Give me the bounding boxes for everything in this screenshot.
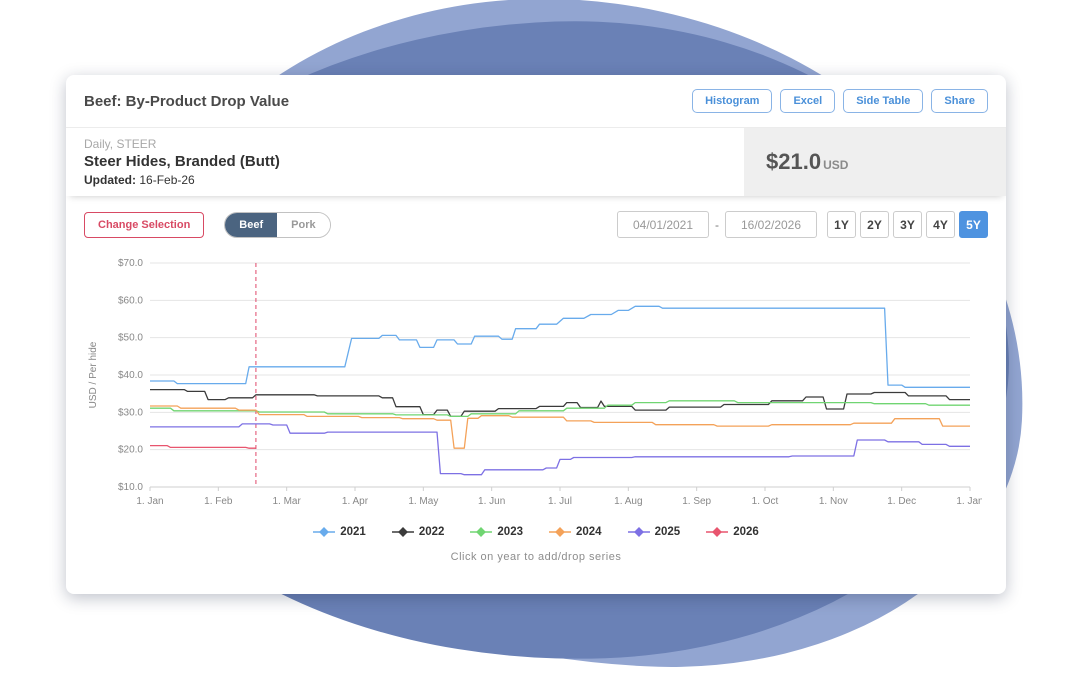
svg-text:$70.0: $70.0	[118, 258, 143, 269]
svg-text:1. Jun: 1. Jun	[478, 496, 505, 507]
svg-text:1. Mar: 1. Mar	[272, 496, 301, 507]
legend-item-2025[interactable]: 2025	[627, 526, 680, 538]
svg-text:$40.0: $40.0	[118, 370, 143, 381]
range-button-4y[interactable]: 4Y	[926, 211, 955, 238]
svg-text:1. Feb: 1. Feb	[204, 496, 233, 507]
svg-text:1. Oct: 1. Oct	[752, 496, 779, 507]
svg-text:1. Nov: 1. Nov	[819, 496, 848, 507]
card-header: Beef: By-Product Drop Value Histogram Ex…	[66, 75, 1006, 128]
page-title: Beef: By-Product Drop Value	[84, 92, 290, 110]
legend-item-2024[interactable]: 2024	[549, 526, 602, 538]
legend-marker-icon	[391, 527, 414, 537]
svg-text:1. Jan: 1. Jan	[956, 496, 982, 507]
svg-text:$60.0: $60.0	[118, 295, 143, 306]
chart-card: Beef: By-Product Drop Value Histogram Ex…	[66, 75, 1006, 594]
product-frequency: Daily, STEER	[84, 136, 157, 151]
range-button-3y[interactable]: 3Y	[893, 211, 922, 238]
date-to-input[interactable]	[725, 211, 817, 238]
svg-text:1. Jan: 1. Jan	[136, 496, 163, 507]
controls-row: Change Selection Beef Pork - 1Y 2Y 3Y 4Y…	[66, 196, 1006, 243]
date-separator: -	[715, 217, 719, 232]
price-currency: USD	[823, 158, 849, 172]
svg-text:1. Jul: 1. Jul	[548, 496, 572, 507]
legend-item-2022[interactable]: 2022	[391, 526, 444, 538]
price-chart[interactable]: $10.0 $20.0 $30.0 $40.0 $50.0 $60.0 $70.0 1. Ja…	[82, 253, 984, 515]
legend-item-2023[interactable]: 2023	[470, 526, 523, 538]
svg-text:1. Aug: 1. Aug	[614, 496, 642, 507]
side-table-button[interactable]: Side Table	[843, 89, 924, 113]
species-toggle: Beef Pork	[224, 211, 331, 238]
legend-item-2021[interactable]: 2021	[313, 526, 366, 538]
change-selection-button[interactable]: Change Selection	[84, 211, 205, 238]
date-range-controls: - 1Y 2Y 3Y 4Y 5Y	[617, 211, 988, 238]
legend-marker-icon	[549, 527, 571, 537]
date-from-input[interactable]	[617, 211, 709, 238]
chart-hint: Click on year to add/drop series	[450, 551, 622, 563]
price-panel: $21.0 USD	[744, 128, 1006, 196]
svg-text:$50.0: $50.0	[118, 333, 143, 344]
beef-tab[interactable]: Beef	[225, 212, 278, 237]
legend-marker-icon	[470, 527, 493, 537]
range-button-1y[interactable]: 1Y	[827, 211, 856, 238]
legend-marker-icon	[313, 527, 336, 537]
pork-tab[interactable]: Pork	[277, 212, 330, 237]
svg-text:1. Dec: 1. Dec	[887, 496, 916, 507]
legend-item-2026[interactable]: 2026	[706, 526, 759, 538]
chart-area: $10.0 $20.0 $30.0 $40.0 $50.0 $60.0 $70.0 1. Ja…	[66, 243, 1006, 563]
svg-text:$20.0: $20.0	[118, 445, 143, 456]
header-actions: Histogram Excel Side Table Share	[692, 89, 988, 113]
histogram-button[interactable]: Histogram	[692, 89, 773, 113]
svg-text:USD / Per hide: USD / Per hide	[88, 341, 99, 408]
range-button-5y[interactable]: 5Y	[959, 211, 988, 238]
chart-legend: 2021 2022 2023 2024 2025 2026	[82, 526, 990, 538]
range-button-2y[interactable]: 2Y	[860, 211, 889, 238]
updated-value: 16-Feb-26	[139, 172, 195, 187]
svg-text:1. Sep: 1. Sep	[682, 496, 711, 507]
share-button[interactable]: Share	[931, 89, 988, 113]
svg-text:$10.0: $10.0	[118, 482, 143, 493]
product-info-row: Daily, STEER Steer Hides, Branded (Butt)…	[66, 128, 1006, 196]
svg-text:$30.0: $30.0	[118, 407, 143, 418]
svg-text:1. Apr: 1. Apr	[342, 496, 369, 507]
svg-text:1. May: 1. May	[408, 496, 438, 507]
updated-label: Updated:	[84, 172, 136, 187]
product-info: Daily, STEER Steer Hides, Branded (Butt)…	[66, 128, 298, 196]
product-updated: Updated: 16-Feb-26	[84, 172, 280, 189]
product-name: Steer Hides, Branded (Butt)	[84, 152, 280, 170]
legend-marker-icon	[706, 527, 729, 537]
current-price: $21.0	[766, 149, 822, 174]
legend-marker-icon	[627, 527, 650, 537]
excel-button[interactable]: Excel	[780, 89, 836, 113]
